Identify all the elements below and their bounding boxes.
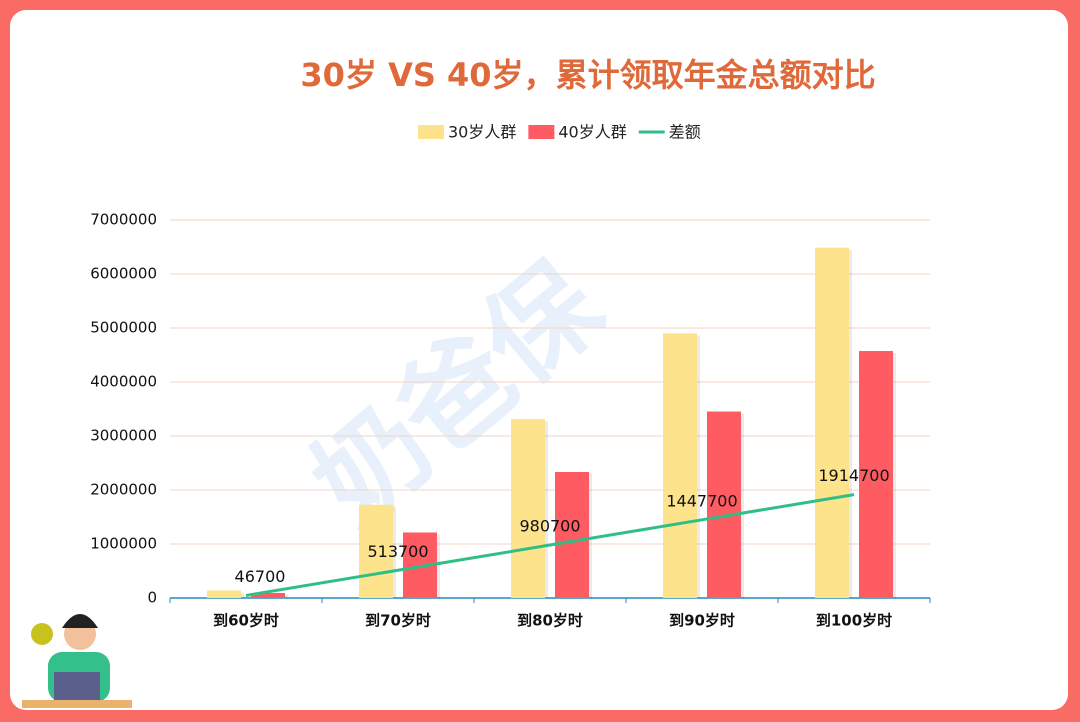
x-tick-label: 到70岁时 [365,612,431,630]
illustration [22,614,132,708]
y-tick-label: 6000000 [90,265,157,283]
y-tick-label: 2000000 [90,481,157,499]
data-label: 513700 [367,542,428,561]
y-tick-label: 0 [147,589,157,607]
data-label: 1447700 [666,491,737,510]
bar [251,592,285,598]
bar [555,471,589,598]
x-tick-label: 到80岁时 [517,612,583,630]
bar [815,247,849,599]
bar [859,351,893,598]
y-tick-label: 3000000 [90,427,157,445]
bar [511,419,545,598]
bar [707,411,741,598]
bar [663,333,697,598]
bar [207,590,241,598]
x-tick-label: 到90岁时 [669,612,735,630]
y-tick-label: 7000000 [90,211,157,229]
y-tick-label: 4000000 [90,373,157,391]
x-tick-label: 到60岁时 [213,612,279,630]
data-label: 46700 [235,567,286,586]
data-label: 1914700 [818,466,889,485]
data-label: 980700 [519,517,580,536]
y-tick-label: 5000000 [90,319,157,337]
y-tick-label: 1000000 [90,535,157,553]
x-tick-label: 到100岁时 [816,612,892,630]
legend-swatch [528,125,555,139]
legend-label: 30岁人群 [448,123,516,142]
chart-title: 30岁 VS 40岁，累计领取年金总额对比 [300,56,875,94]
bar [359,504,393,598]
legend-swatch [418,125,444,139]
legend-label: 差额 [669,123,701,142]
legend-label: 40岁人群 [558,123,626,142]
line [245,493,855,597]
